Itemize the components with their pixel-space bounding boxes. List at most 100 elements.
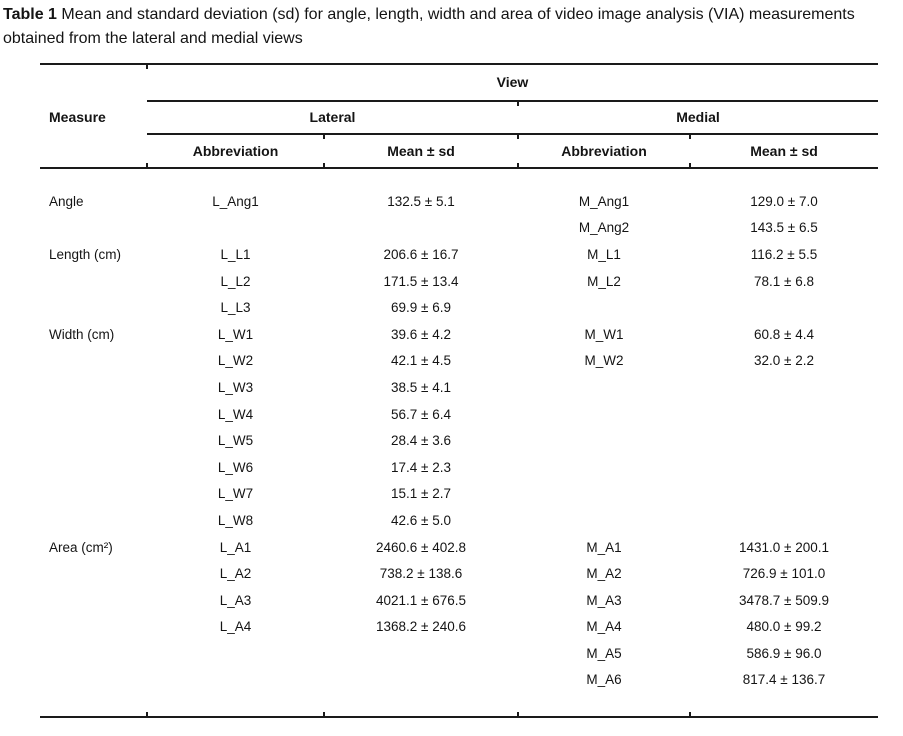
lateral-abbreviation-cell: L_L1 [220, 246, 251, 262]
lateral-abbreviation-cell: L_W1 [217, 326, 254, 342]
table-row: L_L3 69.9 ± 6.9 [40, 294, 878, 321]
lateral-mean-sd-cell: 42.6 ± 5.0 [391, 512, 451, 528]
lateral-mean-sd-cell: 4021.1 ± 676.5 [376, 592, 466, 608]
medial-mean-sd-cell: 60.8 ± 4.4 [754, 326, 814, 342]
medial-abbreviation-cell: M_A4 [586, 619, 622, 635]
header-lateral: Lateral [309, 109, 356, 125]
medial-abbreviation-cell: M_A1 [586, 539, 622, 555]
table-rule-under-view [147, 100, 878, 102]
lateral-abbreviation-cell: L_W4 [217, 406, 254, 422]
border-tick [517, 712, 519, 716]
border-tick [323, 712, 325, 716]
lateral-mean-sd-cell: 15.1 ± 2.7 [391, 486, 451, 502]
medial-abbreviation-cell: M_A5 [586, 645, 622, 661]
table-rule-top [40, 63, 878, 65]
medial-abbreviation-cell: M_L2 [587, 273, 621, 289]
lateral-abbreviation-cell: L_Ang1 [212, 193, 259, 209]
lateral-abbreviation-cell: L_W3 [217, 379, 254, 395]
medial-abbreviation-cell: M_L1 [587, 246, 621, 262]
lateral-abbreviation-cell: L_A1 [219, 539, 252, 555]
lateral-abbreviation-cell: L_W2 [217, 353, 254, 369]
table-row: M_A5 586.9 ± 96.0 [40, 640, 878, 667]
lateral-mean-sd-cell: 2460.6 ± 402.8 [376, 539, 466, 555]
table-row: L_W5 28.4 ± 3.6 [40, 427, 878, 454]
medial-mean-sd-cell: 726.9 ± 101.0 [742, 566, 826, 582]
table-row: Length (cm) L_L1 206.6 ± 16.7 M_L1 116.2… [40, 241, 878, 268]
table-row: L_W7 15.1 ± 2.7 [40, 481, 878, 508]
border-tick [689, 712, 691, 716]
lateral-abbreviation-cell: L_W6 [217, 459, 254, 475]
table-row: L_W2 42.1 ± 4.5 M_W2 32.0 ± 2.2 [40, 348, 878, 375]
lateral-abbreviation-cell: L_W8 [217, 512, 254, 528]
header-medial: Medial [676, 109, 720, 125]
header-measure: Measure [49, 109, 106, 125]
lateral-abbreviation-cell: L_W5 [217, 433, 254, 449]
border-tick [517, 135, 519, 139]
table-row: L_W6 17.4 ± 2.3 [40, 454, 878, 481]
header-lateral-abbreviation: Abbreviation [192, 143, 279, 159]
lateral-mean-sd-cell: 69.9 ± 6.9 [391, 300, 451, 316]
border-tick [689, 163, 691, 167]
lateral-abbreviation-cell: L_L2 [220, 273, 251, 289]
medial-mean-sd-cell: 480.0 ± 99.2 [746, 619, 822, 635]
medial-mean-sd-cell: 3478.7 ± 509.9 [739, 592, 829, 608]
table-body: Angle L_Ang1 132.5 ± 5.1 M_Ang1 129.0 ± … [40, 169, 878, 693]
lateral-mean-sd-cell: 171.5 ± 13.4 [383, 273, 459, 289]
table-rule-under-lateral-medial [147, 133, 878, 135]
medial-abbreviation-cell: M_Ang2 [578, 220, 630, 236]
medial-mean-sd-cell: 1431.0 ± 200.1 [739, 539, 829, 555]
medial-mean-sd-cell: 32.0 ± 2.2 [754, 353, 814, 369]
medial-abbreviation-cell: M_A3 [586, 592, 622, 608]
table-row: L_A3 4021.1 ± 676.5 M_A3 3478.7 ± 509.9 [40, 587, 878, 614]
table-row: M_A6 817.4 ± 136.7 [40, 667, 878, 694]
medial-abbreviation-cell: M_A6 [586, 672, 622, 688]
lateral-mean-sd-cell: 28.4 ± 3.6 [391, 433, 451, 449]
table-row: Angle L_Ang1 132.5 ± 5.1 M_Ang1 129.0 ± … [40, 188, 878, 215]
header-lateral-mean-sd: Mean ± sd [387, 143, 455, 159]
border-tick [517, 163, 519, 167]
measure-cell: Area (cm²) [49, 539, 113, 555]
measure-cell: Width (cm) [49, 326, 115, 342]
lateral-abbreviation-cell: L_A3 [219, 592, 252, 608]
table-row: L_A4 1368.2 ± 240.6 M_A4 480.0 ± 99.2 [40, 614, 878, 641]
border-tick [146, 163, 148, 167]
lateral-abbreviation-cell: L_W7 [217, 486, 254, 502]
medial-abbreviation-cell: M_Ang1 [578, 193, 630, 209]
table-caption: Table 1 Mean and standard deviation (sd)… [3, 3, 896, 51]
lateral-mean-sd-cell: 1368.2 ± 240.6 [376, 619, 466, 635]
medial-mean-sd-cell: 143.5 ± 6.5 [750, 220, 818, 236]
medial-mean-sd-cell: 78.1 ± 6.8 [754, 273, 814, 289]
table-row: L_L2 171.5 ± 13.4 M_L2 78.1 ± 6.8 [40, 268, 878, 295]
header-medial-mean-sd: Mean ± sd [750, 143, 818, 159]
table-row: L_W3 38.5 ± 4.1 [40, 374, 878, 401]
medial-mean-sd-cell: 129.0 ± 7.0 [750, 193, 818, 209]
table-row: Area (cm²) L_A1 2460.6 ± 402.8 M_A1 1431… [40, 534, 878, 561]
medial-mean-sd-cell: 586.9 ± 96.0 [746, 645, 822, 661]
table-rule-bottom [40, 716, 878, 718]
medial-mean-sd-cell: 116.2 ± 5.5 [750, 246, 818, 262]
border-tick [146, 65, 148, 69]
header-medial-abbreviation: Abbreviation [561, 143, 647, 159]
lateral-mean-sd-cell: 17.4 ± 2.3 [391, 459, 451, 475]
table-row: M_Ang2 143.5 ± 6.5 [40, 215, 878, 242]
table-row: Width (cm) L_W1 39.6 ± 4.2 M_W1 60.8 ± 4… [40, 321, 878, 348]
medial-abbreviation-cell: M_W1 [584, 326, 624, 342]
table-caption-text: Mean and standard deviation (sd) for ang… [3, 6, 855, 47]
table-caption-label: Table 1 [3, 6, 57, 23]
lateral-mean-sd-cell: 38.5 ± 4.1 [391, 379, 451, 395]
lateral-mean-sd-cell: 42.1 ± 4.5 [391, 353, 451, 369]
medial-mean-sd-cell: 817.4 ± 136.7 [742, 672, 826, 688]
lateral-mean-sd-cell: 56.7 ± 6.4 [391, 406, 451, 422]
border-tick [517, 102, 519, 106]
lateral-abbreviation-cell: L_A2 [219, 566, 252, 582]
medial-abbreviation-cell: M_A2 [586, 566, 622, 582]
border-tick [689, 135, 691, 139]
lateral-mean-sd-cell: 206.6 ± 16.7 [383, 246, 459, 262]
lateral-abbreviation-cell: L_L3 [220, 300, 251, 316]
border-tick [146, 712, 148, 716]
table-row: L_W4 56.7 ± 6.4 [40, 401, 878, 428]
table-row: L_A2 738.2 ± 138.6 M_A2 726.9 ± 101.0 [40, 560, 878, 587]
medial-abbreviation-cell: M_W2 [584, 353, 624, 369]
border-tick [323, 135, 325, 139]
